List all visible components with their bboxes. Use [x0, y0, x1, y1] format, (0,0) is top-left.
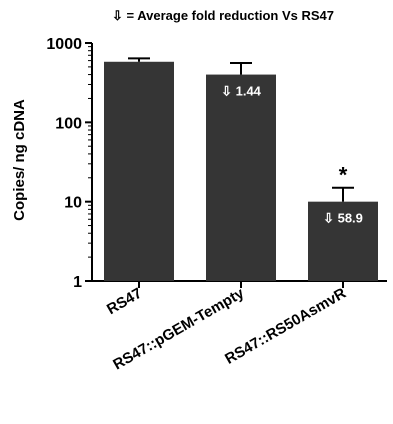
bar: [104, 61, 174, 281]
chart-title: ⇩ = Average fold reduction Vs RS47: [112, 8, 334, 23]
bar-data-label: ⇩ 58.9: [323, 211, 363, 226]
x-tick-label: RS47: [104, 285, 145, 318]
y-tick-label: 10: [64, 195, 82, 212]
bar: [206, 74, 276, 281]
y-axis-label: Copies/ ng cDNA: [11, 99, 28, 221]
y-tick-label: 1000: [46, 36, 82, 53]
significance-marker: *: [339, 163, 348, 188]
y-tick-label: 1: [73, 274, 82, 291]
bar: [308, 201, 378, 281]
y-tick-label: 100: [55, 115, 82, 132]
bar-data-label: ⇩ 1.44: [221, 84, 262, 99]
